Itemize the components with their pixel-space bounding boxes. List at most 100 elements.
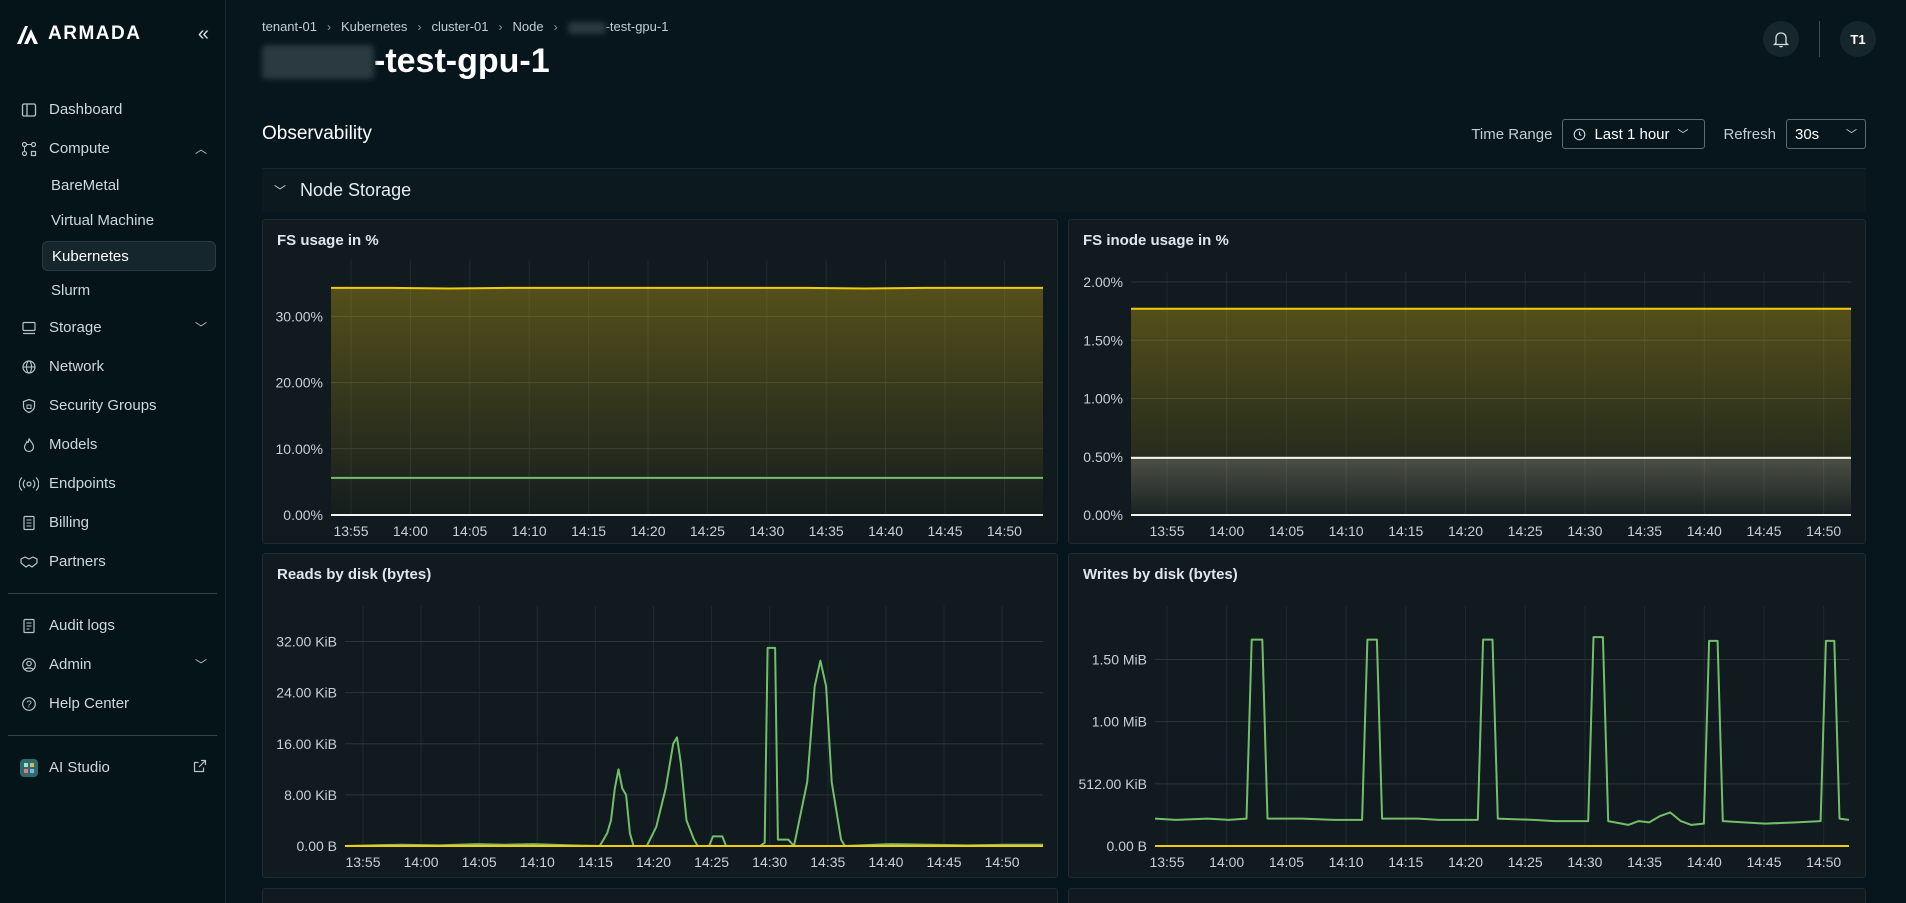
globe-icon: [19, 357, 39, 377]
x-tick-label: 14:50: [1806, 523, 1841, 539]
sidebar-item-compute[interactable]: Compute ︿: [0, 129, 225, 168]
x-tick-label: 14:50: [1806, 854, 1841, 870]
y-tick-label: 1.00%: [1083, 391, 1123, 407]
page-title-suffix: -test-gpu-1: [374, 42, 550, 80]
breadcrumb-node[interactable]: Node: [512, 19, 544, 34]
breadcrumb-current-node: -test-gpu-1: [567, 19, 668, 34]
collapse-sidebar-icon[interactable]: «: [197, 22, 209, 45]
node-storage-section[interactable]: ﹀ Node Storage: [262, 168, 1866, 212]
chevron-up-icon: ︿: [194, 142, 207, 156]
sidebar-item-label: Storage: [49, 319, 102, 336]
receipt-icon: [19, 513, 39, 533]
chevron-down-icon: ﹀: [274, 184, 287, 198]
breadcrumb-tenant[interactable]: tenant-01: [262, 19, 317, 34]
refresh-value: 30s: [1795, 125, 1820, 143]
sidebar-subitem-baremetal[interactable]: BareMetal: [51, 177, 120, 194]
x-tick-label: 13:55: [345, 854, 380, 870]
x-tick-label: 14:20: [630, 523, 665, 539]
sidebar-item-dashboard[interactable]: Dashboard: [0, 90, 225, 129]
redacted-name: [262, 44, 374, 79]
sidebar-item-label: Network: [49, 358, 105, 375]
sidebar-item-audit-logs[interactable]: Audit logs: [0, 606, 225, 645]
y-tick-label: 0.00 B: [1107, 838, 1147, 854]
y-tick-label: 20.00%: [276, 375, 323, 391]
y-tick-label: 16.00 KiB: [276, 736, 337, 752]
reads-by-disk-panel: Reads by disk (bytes) 0.00 B 8.00 KiB 16.0…: [262, 553, 1058, 878]
x-tick-label: 14:35: [1627, 523, 1662, 539]
sidebar-item-network[interactable]: Network: [0, 347, 225, 386]
y-tick-label: 1.50 MiB: [1092, 652, 1147, 668]
sidebar-item-endpoints[interactable]: Endpoints: [0, 464, 225, 503]
sidebar-item-label: Models: [49, 436, 98, 453]
breadcrumb-cluster[interactable]: cluster-01: [431, 19, 489, 34]
reads-by-disk-chart[interactable]: 0.00 B 8.00 KiB 16.00 KiB 24.00 KiB 32.00 Ki…: [263, 554, 1059, 879]
storage-icon: [19, 318, 39, 338]
x-tick-label: 14:35: [810, 854, 845, 870]
x-tick-label: 14:10: [520, 854, 555, 870]
ai-studio-icon: [19, 758, 39, 778]
svg-text:?: ?: [26, 699, 32, 710]
x-tick-label: 14:50: [987, 523, 1022, 539]
sidebar-item-label: Admin: [49, 656, 92, 673]
sidebar-item-label: AI Studio: [49, 759, 110, 776]
broadcast-icon: [19, 474, 39, 494]
brand-logo[interactable]: ARMADA: [16, 23, 141, 45]
x-tick-label: 14:30: [1567, 854, 1602, 870]
clock-icon: [1574, 128, 1586, 140]
chevron-down-icon: ﹀: [194, 658, 207, 672]
x-tick-label: 14:10: [1329, 854, 1364, 870]
y-tick-label: 0.00%: [1083, 507, 1123, 523]
x-tick-label: 13:55: [1149, 523, 1184, 539]
x-tick-label: 14:30: [749, 523, 784, 539]
x-tick-label: 14:25: [694, 854, 729, 870]
page-title: -test-gpu-1: [262, 42, 550, 81]
x-tick-label: 14:15: [578, 854, 613, 870]
writes-by-disk-panel: Writes by disk (bytes) 0.00 B 512.00 KiB 1…: [1068, 553, 1866, 878]
help-icon: ?: [19, 694, 39, 714]
breadcrumb-kubernetes[interactable]: Kubernetes: [340, 19, 408, 34]
shield-icon: [19, 396, 39, 416]
sidebar-subitem-slurm[interactable]: Slurm: [51, 282, 91, 299]
time-range-label: Time Range: [1471, 125, 1553, 143]
sidebar-item-partners[interactable]: Partners: [0, 542, 225, 581]
sidebar-item-billing[interactable]: Billing: [0, 503, 225, 542]
x-tick-label: 14:45: [1746, 854, 1781, 870]
x-tick-label: 14:40: [1687, 523, 1722, 539]
y-tick-label: 0.00 B: [297, 838, 337, 854]
sidebar-item-security-groups[interactable]: Security Groups: [0, 386, 225, 425]
fs-inode-usage-panel: FS inode usage in % 0.00% 0.50% 1.00% 1.50%…: [1068, 219, 1866, 544]
notifications-button[interactable]: [1763, 21, 1799, 57]
chevron-down-icon: ﹀: [1846, 129, 1857, 141]
sidebar-item-ai-studio[interactable]: AI Studio: [0, 748, 225, 787]
x-tick-label: 14:15: [1388, 523, 1423, 539]
y-tick-label: 30.00%: [276, 308, 323, 324]
document-icon: [19, 616, 39, 636]
x-tick-label: 14:40: [1687, 854, 1722, 870]
sidebar-item-models[interactable]: Models: [0, 425, 225, 464]
next-panel-right: [1068, 888, 1866, 903]
writes-by-disk-chart[interactable]: 0.00 B 512.00 KiB 1.00 MiB 1.50 MiB 13:55 14:…: [1069, 554, 1867, 879]
x-tick-label: 14:45: [926, 854, 961, 870]
sidebar-subitem-virtual-machine[interactable]: Virtual Machine: [51, 212, 155, 229]
sidebar-item-label: Security Groups: [49, 397, 157, 414]
x-tick-label: 14:20: [1448, 854, 1483, 870]
avatar[interactable]: T1: [1840, 21, 1876, 57]
sidebar-item-storage[interactable]: Storage ﹀: [0, 308, 225, 347]
x-tick-label: 14:05: [1269, 854, 1304, 870]
sidebar-subitem-kubernetes[interactable]: Kubernetes: [42, 241, 216, 271]
x-tick-label: 14:00: [1209, 523, 1244, 539]
y-tick-label: 0.50%: [1083, 449, 1123, 465]
observability-controls: Time Range Last 1 hour ﹀ Refresh 30s ﹀: [1471, 119, 1866, 149]
external-link-icon: [193, 759, 207, 776]
series-line-green: [344, 646, 1043, 847]
fs-inode-usage-chart[interactable]: 0.00% 0.50% 1.00% 1.50% 2.00% 13:55 14:00 14:05…: [1069, 220, 1867, 545]
sidebar-item-admin[interactable]: Admin ﹀: [0, 645, 225, 684]
fs-usage-chart[interactable]: 0.00% 10.00% 20.00% 30.00% 13:55 14:00 14:05 14…: [263, 220, 1059, 545]
redacted-name: [567, 21, 606, 34]
chevron-right-icon: ›: [417, 19, 422, 34]
time-range-select[interactable]: Last 1 hour ﹀: [1562, 119, 1706, 149]
x-tick-label: 14:50: [985, 854, 1020, 870]
sidebar: ARMADA « Dashboard Compute ︿ BareMetal V…: [0, 0, 226, 903]
sidebar-item-help-center[interactable]: ? Help Center: [0, 684, 225, 723]
refresh-select[interactable]: 30s ﹀: [1786, 119, 1866, 149]
